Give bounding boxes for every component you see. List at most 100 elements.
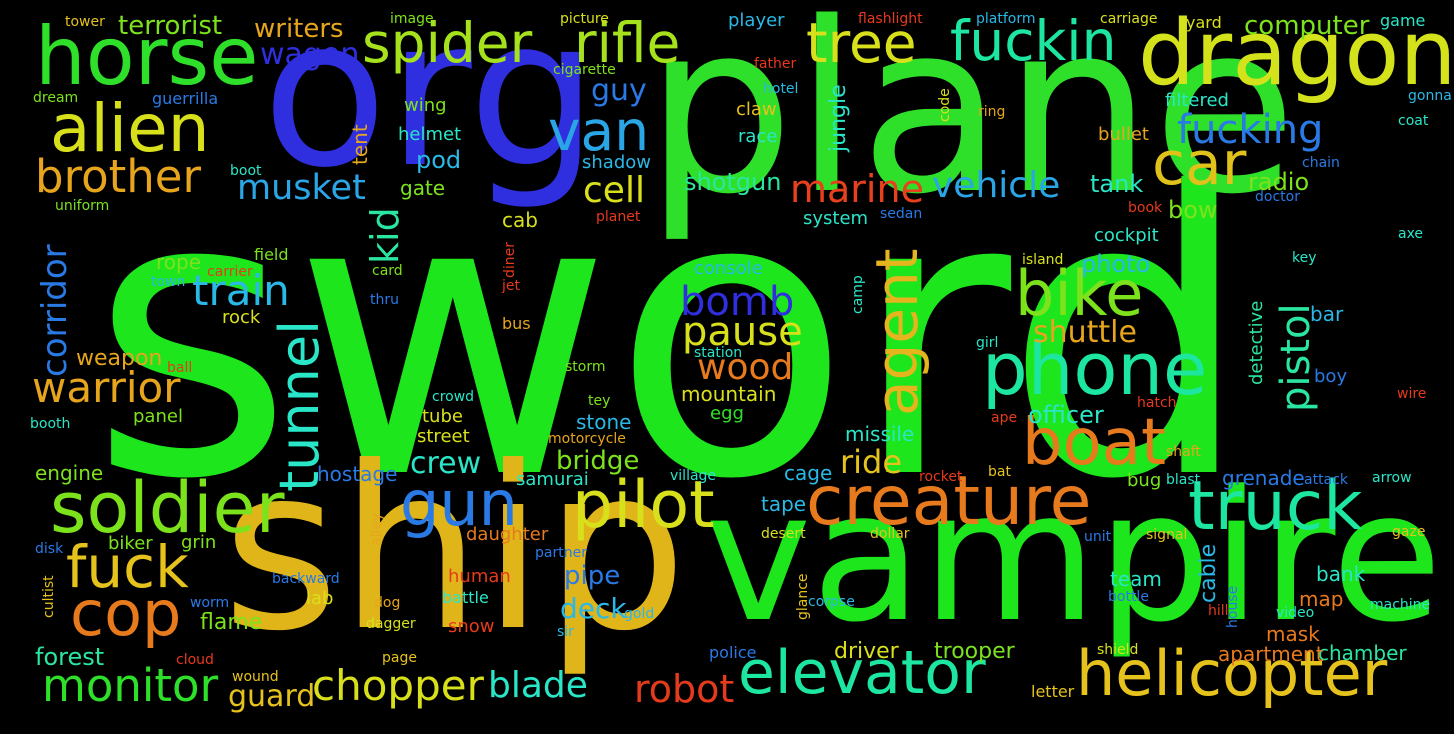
word: pause	[682, 309, 803, 355]
word: uniform	[55, 198, 110, 214]
word: chamber	[1318, 641, 1407, 665]
word: wound	[232, 669, 279, 685]
word: booth	[30, 416, 71, 432]
word: apartment	[1218, 642, 1324, 666]
word: boat	[1022, 406, 1167, 480]
word: shield	[1097, 642, 1139, 658]
word: axe	[1398, 226, 1424, 242]
word: driver	[834, 639, 899, 664]
word: bug	[1127, 470, 1162, 491]
word: alien	[50, 90, 210, 167]
word: cockpit	[1094, 225, 1159, 246]
word: crowd	[432, 389, 475, 405]
word: tent	[348, 124, 372, 165]
word: panel	[133, 406, 183, 427]
word: ring	[978, 104, 1006, 120]
word: map	[1299, 587, 1344, 611]
word: storm	[565, 359, 606, 375]
word: cloud	[176, 652, 214, 668]
word: cop	[70, 577, 182, 650]
word: wire	[1397, 386, 1427, 402]
word: monitor	[42, 659, 219, 712]
word: human	[448, 566, 511, 587]
word: carrier	[207, 264, 253, 280]
word: player	[728, 10, 785, 31]
word: biker	[108, 533, 153, 554]
word: hotel	[763, 81, 799, 97]
word: street	[417, 426, 470, 447]
word: mountain	[681, 382, 777, 406]
word: agent	[863, 248, 931, 416]
word: video	[1276, 605, 1315, 621]
word: blade	[488, 665, 588, 706]
word: cultist	[41, 575, 57, 618]
word: cable	[1196, 543, 1221, 603]
word: carriage	[1100, 11, 1158, 27]
word: bar	[1310, 302, 1344, 326]
word: gaze	[1392, 524, 1426, 540]
word: picture	[560, 11, 609, 27]
word: house	[1225, 585, 1241, 628]
word: deck	[560, 592, 627, 625]
word: lab	[306, 588, 334, 609]
word: sir	[557, 624, 574, 640]
word: bottle	[1108, 589, 1149, 605]
word: crew	[410, 446, 482, 481]
word: bike	[1015, 257, 1144, 330]
word: writers	[254, 14, 344, 44]
word: guard	[228, 679, 316, 714]
word: sword	[90, 110, 1252, 564]
word: worm	[190, 595, 230, 611]
word: book	[1128, 200, 1163, 216]
word: gate	[400, 176, 446, 200]
word: kid	[363, 207, 407, 264]
word: tower	[65, 14, 105, 30]
word: radio	[1248, 168, 1310, 196]
word: ride	[840, 443, 903, 481]
word: disk	[35, 541, 64, 557]
word: rifle	[574, 11, 681, 75]
word: ball	[167, 360, 193, 376]
word: trooper	[934, 639, 1015, 664]
word: jungle	[826, 84, 851, 152]
word: bus	[502, 314, 531, 333]
word: phone	[982, 327, 1208, 411]
word: motorcycle	[548, 431, 626, 447]
word: system	[803, 208, 869, 229]
word: bat	[988, 464, 1011, 480]
word: filtered	[1165, 90, 1229, 111]
word: computer	[1244, 11, 1370, 41]
word: corpse	[808, 594, 855, 610]
word: bow	[1168, 196, 1218, 224]
word: spider	[362, 11, 533, 75]
word: race	[738, 126, 778, 147]
word: flashlight	[858, 11, 923, 27]
word: cell	[583, 170, 645, 211]
word: photo	[1081, 250, 1151, 278]
word: soldier	[50, 467, 285, 549]
word: attack	[1304, 472, 1348, 488]
word: desert	[761, 526, 806, 542]
word: camp	[850, 275, 866, 314]
word: tey	[588, 393, 611, 409]
word: flame	[200, 610, 263, 635]
word: forest	[35, 643, 105, 671]
word: org	[262, 0, 599, 213]
word: dagger	[366, 616, 416, 632]
word: gold	[624, 606, 655, 622]
word: officer	[1028, 401, 1104, 429]
word: hill	[1208, 603, 1229, 619]
word: claw	[736, 99, 777, 120]
word: terrorist	[118, 11, 223, 41]
word: machine	[1370, 597, 1431, 613]
word: cab	[502, 208, 538, 232]
word: console	[694, 258, 763, 279]
word: helicopter	[1076, 637, 1388, 710]
word: coat	[1398, 113, 1429, 129]
word: robot	[634, 667, 735, 711]
word: wood	[697, 347, 794, 388]
word: fuck	[66, 533, 189, 601]
word: field	[254, 245, 289, 264]
word: chopper	[312, 661, 484, 710]
word: yard	[1186, 13, 1222, 32]
